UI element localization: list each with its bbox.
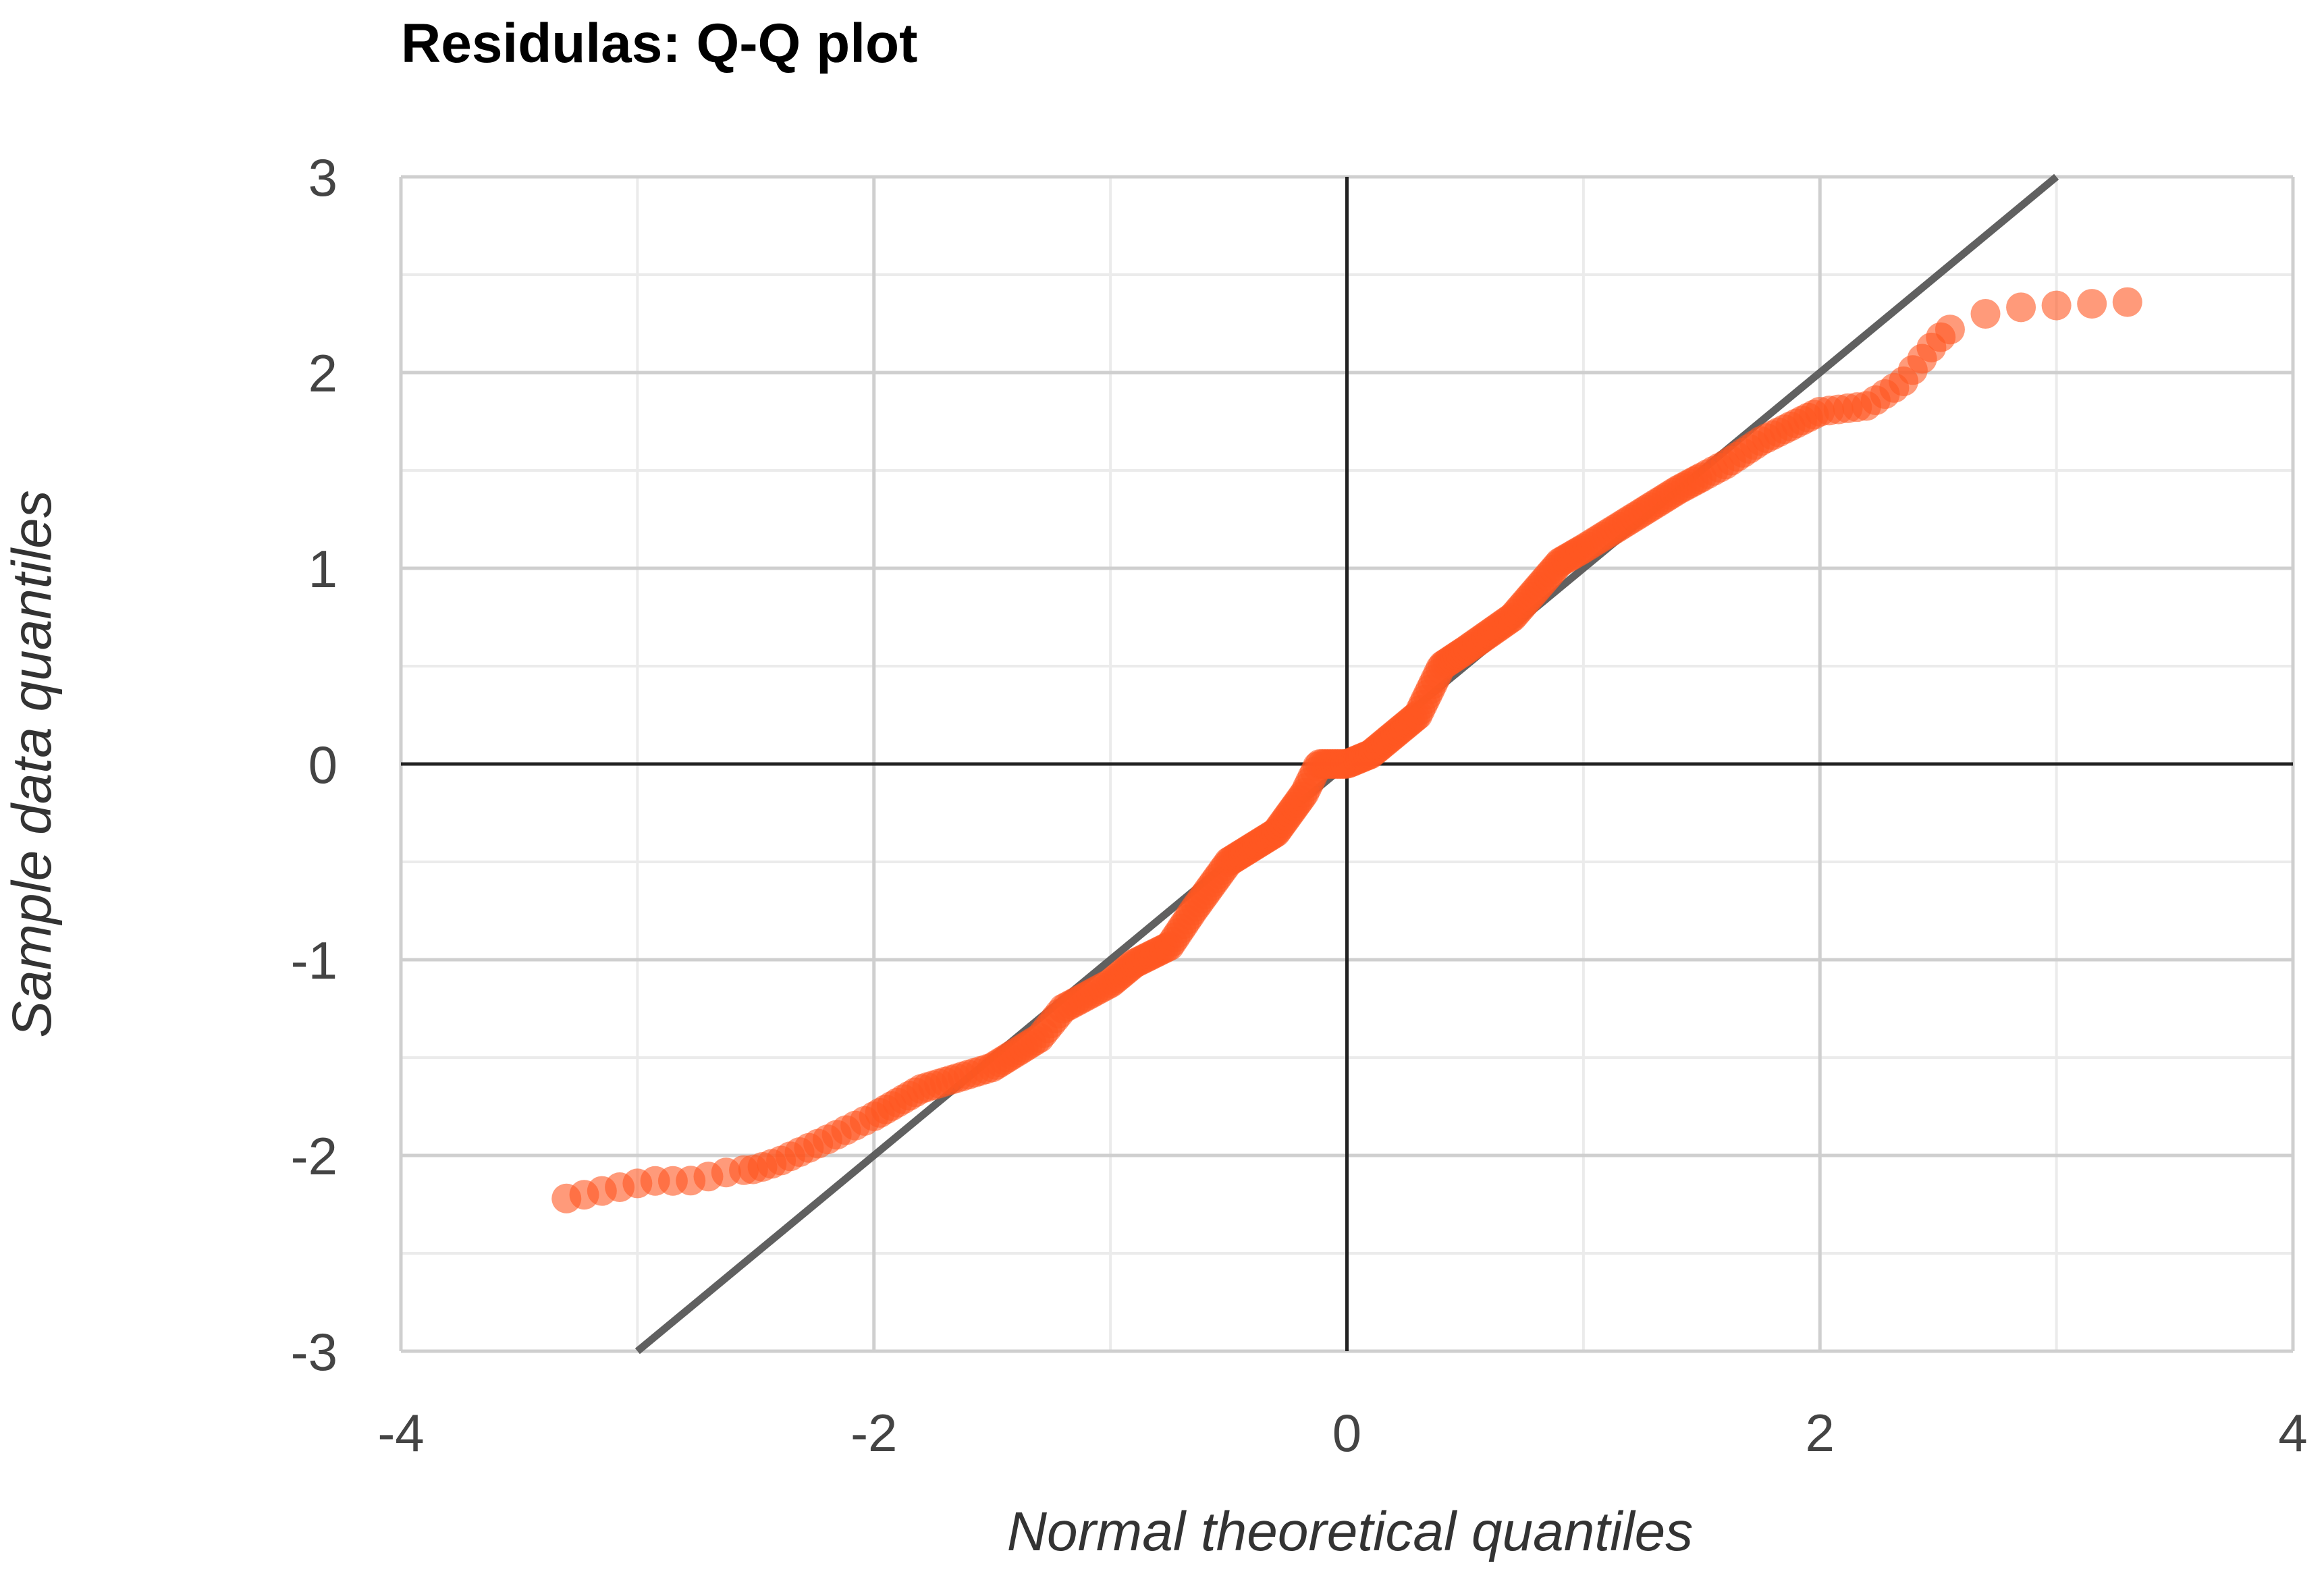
x-tick-label: -4 xyxy=(377,1403,424,1463)
y-tick-label: 0 xyxy=(308,735,337,794)
y-tick-label: -3 xyxy=(291,1322,337,1382)
data-point xyxy=(2112,287,2142,317)
x-tick-label: 2 xyxy=(1806,1403,1835,1463)
y-tick-label: -1 xyxy=(291,931,337,990)
data-points xyxy=(551,287,2142,1213)
y-tick-label: 1 xyxy=(308,539,337,599)
y-tick-labels: 3 2 1 0 -1 -2 -3 xyxy=(291,148,337,1382)
x-tick-label: 0 xyxy=(1332,1403,1361,1463)
y-tick-label: 2 xyxy=(308,344,337,403)
data-point xyxy=(1935,315,1965,345)
y-tick-label: 3 xyxy=(308,148,337,207)
x-axis-title: Normal theoretical quantiles xyxy=(1007,1501,1693,1562)
data-point xyxy=(2006,292,2036,323)
chart-title: Residulas: Q-Q plot xyxy=(401,13,917,74)
x-tick-label: 4 xyxy=(2278,1403,2307,1463)
data-point xyxy=(2041,290,2072,321)
x-tick-label: -2 xyxy=(850,1403,897,1463)
y-tick-label: -2 xyxy=(291,1126,337,1186)
y-axis-title: Sample data quantiles xyxy=(1,490,63,1037)
data-point xyxy=(2077,289,2107,319)
data-point xyxy=(1970,299,2001,329)
x-tick-labels: -4 -2 0 2 4 xyxy=(377,1403,2307,1463)
